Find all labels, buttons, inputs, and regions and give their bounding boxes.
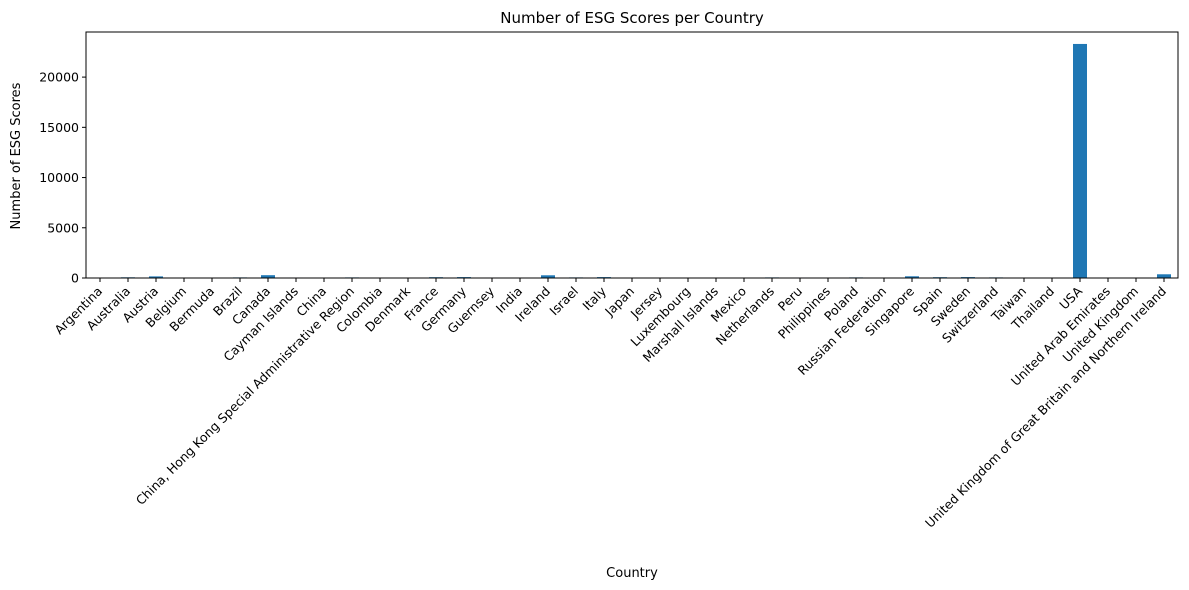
- y-axis-label: Number of ESG Scores: [9, 82, 24, 229]
- x-axis-label: Country: [606, 566, 658, 581]
- bars-group: [93, 43, 1171, 279]
- chart-title: Number of ESG Scores per Country: [500, 9, 764, 27]
- y-axis-ticks: 0 5000 10000 15000 20000: [39, 70, 86, 286]
- x-axis-ticks: ArgentinaAustraliaAustriaBelgiumBermudaB…: [51, 278, 1169, 531]
- bar: [1157, 274, 1171, 278]
- bar: [541, 275, 555, 278]
- bar: [905, 276, 919, 278]
- plot-frame: [85, 31, 1179, 279]
- y-tick-label: 20000: [39, 70, 79, 85]
- x-tick-label: Israel: [546, 284, 581, 319]
- y-tick-label: 5000: [47, 220, 79, 235]
- y-tick-label: 0: [71, 271, 79, 286]
- y-tick-label: 10000: [39, 170, 79, 185]
- bar: [149, 276, 163, 278]
- bar: [261, 275, 275, 278]
- y-tick-label: 15000: [39, 120, 79, 135]
- bar: [1073, 43, 1087, 279]
